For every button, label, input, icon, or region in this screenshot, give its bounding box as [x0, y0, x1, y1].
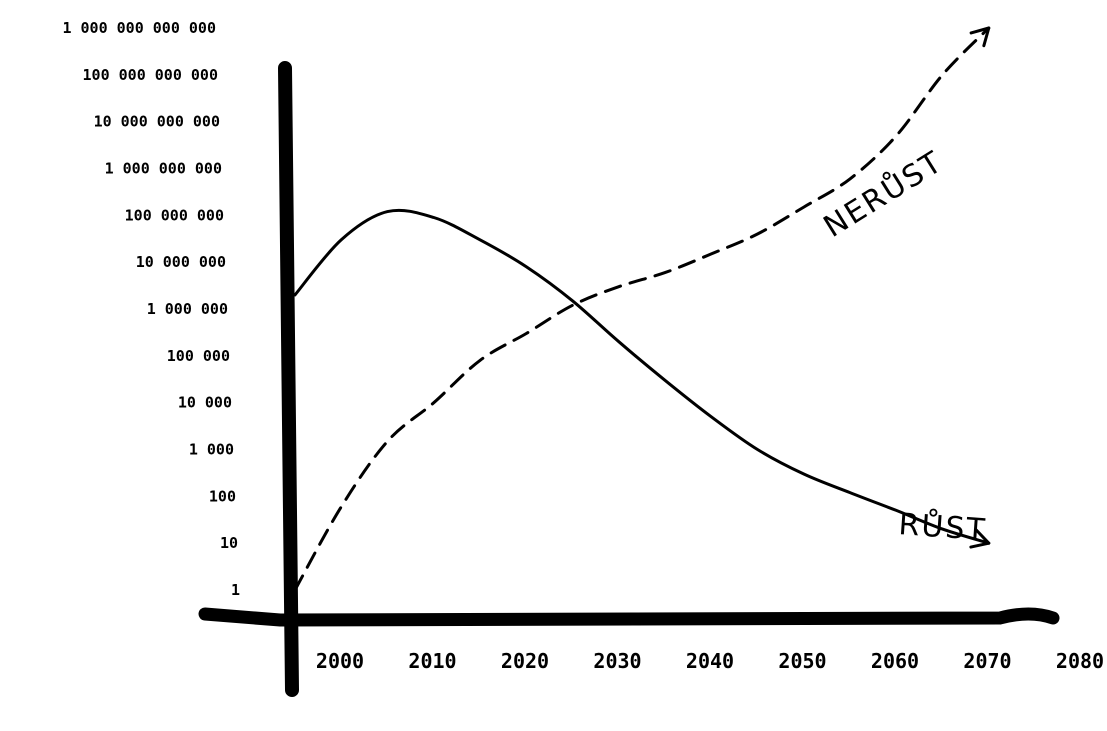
y-tick-label: 1	[231, 581, 240, 599]
y-tick-label: 100 000 000	[125, 206, 224, 224]
x-tick-label: 2010	[408, 649, 456, 673]
x-axis-tick-labels: 2000 2010 2020 2030 2040 2050 2060 2070 2080	[316, 649, 1104, 673]
y-tick-label: 100 000	[167, 347, 230, 365]
series-line-nerust	[293, 26, 991, 592]
x-tick-label: 2040	[686, 649, 734, 673]
y-tick-label: 100 000 000 000	[83, 66, 218, 84]
x-tick-label: 2020	[501, 649, 549, 673]
y-tick-label: 1 000 000 000	[105, 160, 222, 178]
series-line-rust	[293, 208, 991, 549]
y-axis-line	[278, 61, 299, 697]
y-tick-label: 1 000 000	[147, 300, 228, 318]
x-tick-label: 2060	[871, 649, 919, 673]
y-tick-label: 10 000	[178, 394, 232, 412]
y-tick-label: 10 000 000 000	[94, 113, 220, 131]
y-tick-label: 10	[220, 534, 238, 552]
x-tick-label: 2080	[1056, 649, 1104, 673]
series-label-rust: RŮST	[897, 505, 988, 548]
y-tick-label: 100	[209, 487, 236, 505]
y-tick-label: 1 000	[189, 441, 234, 459]
y-tick-label: 10 000 000	[136, 253, 226, 271]
x-axis-line	[198, 607, 1060, 627]
x-tick-label: 2000	[316, 649, 364, 673]
x-tick-label: 2050	[778, 649, 826, 673]
y-tick-label: 1 000 000 000 000	[62, 19, 216, 37]
series-label-nerust: NERŮST	[817, 143, 950, 245]
x-tick-label: 2030	[593, 649, 641, 673]
y-axis-tick-labels: 1 10 100 1 000 10 000 100 000 1 000 000 10 000 …	[62, 19, 240, 599]
x-tick-label: 2070	[963, 649, 1011, 673]
series-lines	[293, 26, 991, 592]
